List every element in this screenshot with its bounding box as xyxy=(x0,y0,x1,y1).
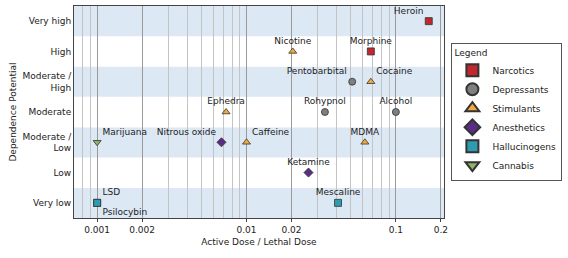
svg-text:Moderate: Moderate xyxy=(28,107,71,117)
svg-text:Active Dose / Lethal Dose: Active Dose / Lethal Dose xyxy=(201,237,317,247)
svg-text:Stimulants: Stimulants xyxy=(492,104,540,114)
svg-text:Caffeine: Caffeine xyxy=(252,127,290,137)
svg-text:Morphine: Morphine xyxy=(350,36,393,46)
svg-text:MDMA: MDMA xyxy=(351,127,380,137)
svg-text:Very low: Very low xyxy=(33,198,71,208)
svg-text:Legend: Legend xyxy=(454,48,487,58)
svg-text:Alcohol: Alcohol xyxy=(379,96,412,106)
svg-text:0.002: 0.002 xyxy=(129,225,155,235)
svg-text:0.02: 0.02 xyxy=(281,225,301,235)
svg-text:0.01: 0.01 xyxy=(236,225,256,235)
svg-text:Ketamine: Ketamine xyxy=(287,157,330,167)
svg-text:Moderate /High: Moderate /High xyxy=(22,71,72,93)
svg-text:High: High xyxy=(51,47,72,57)
svg-text:Dependence Potential: Dependence Potential xyxy=(8,62,18,161)
svg-text:Cannabis: Cannabis xyxy=(492,161,534,171)
svg-text:0.001: 0.001 xyxy=(84,225,110,235)
svg-text:Psilocybin: Psilocybin xyxy=(103,207,148,217)
svg-text:Hallucinogens: Hallucinogens xyxy=(492,142,556,152)
svg-text:LSD: LSD xyxy=(103,187,121,197)
svg-text:Low: Low xyxy=(53,168,71,178)
svg-text:Rohypnol: Rohypnol xyxy=(304,96,346,106)
svg-text:Very high: Very high xyxy=(29,16,72,26)
svg-text:Nicotine: Nicotine xyxy=(274,36,311,46)
svg-text:Moderate /Low: Moderate /Low xyxy=(22,132,72,154)
svg-text:Depressants: Depressants xyxy=(492,85,548,95)
svg-text:Ephedra: Ephedra xyxy=(207,96,245,106)
svg-text:Cocaine: Cocaine xyxy=(376,66,412,76)
svg-text:Mescaline: Mescaline xyxy=(316,187,361,197)
svg-text:Nitrous oxide: Nitrous oxide xyxy=(157,127,217,137)
svg-text:0.2: 0.2 xyxy=(434,225,448,235)
svg-text:Anesthetics: Anesthetics xyxy=(492,123,545,133)
svg-text:Narcotics: Narcotics xyxy=(492,66,534,76)
svg-text:Heroin: Heroin xyxy=(394,6,424,16)
svg-text:Pentobarbital: Pentobarbital xyxy=(287,66,347,76)
svg-text:Marijuana: Marijuana xyxy=(103,127,147,137)
svg-text:0.1: 0.1 xyxy=(389,225,403,235)
